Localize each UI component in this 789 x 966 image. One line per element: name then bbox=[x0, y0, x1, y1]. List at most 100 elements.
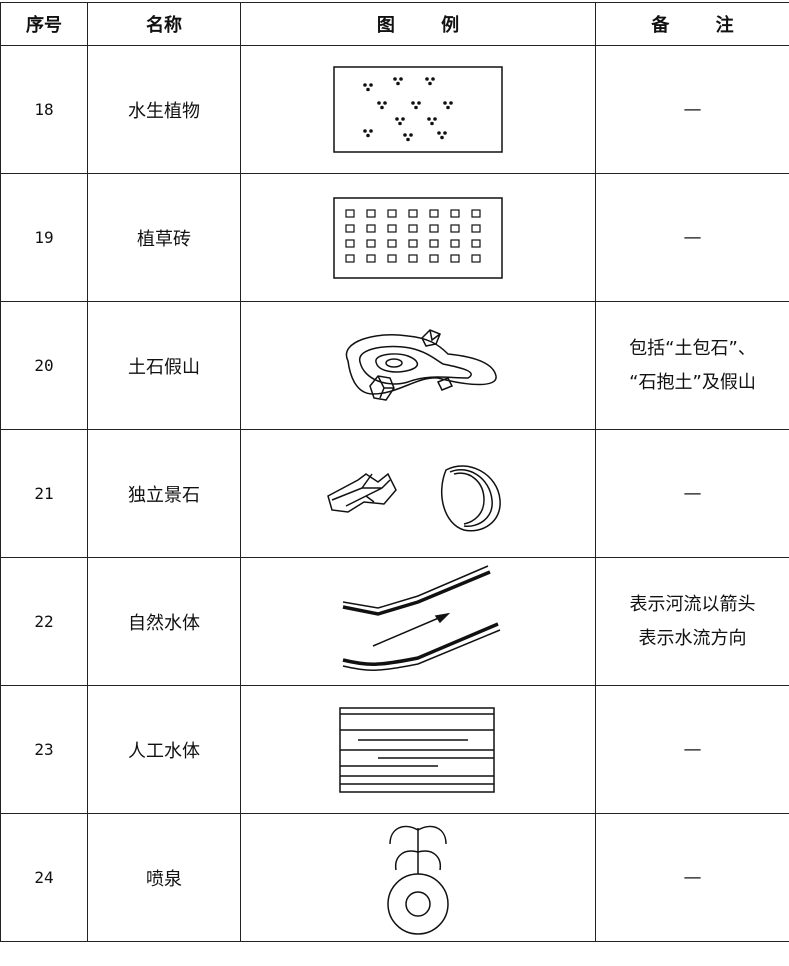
artificial-water-icon bbox=[318, 700, 518, 800]
remark: — bbox=[596, 430, 789, 558]
icon-detail bbox=[380, 105, 384, 109]
icon-detail bbox=[451, 225, 459, 232]
icon-detail bbox=[443, 131, 447, 135]
name: 独立景石 bbox=[88, 430, 241, 558]
icon-detail bbox=[430, 121, 434, 125]
remark-line: 包括“土包石”、 bbox=[596, 332, 789, 366]
icon-detail bbox=[440, 135, 444, 139]
icon-detail bbox=[398, 121, 402, 125]
icon-detail bbox=[409, 133, 413, 137]
icon-detail bbox=[393, 77, 397, 81]
remark: — bbox=[596, 686, 789, 814]
icon-detail bbox=[367, 210, 375, 217]
icon-detail bbox=[431, 77, 435, 81]
natural-water-icon bbox=[318, 562, 518, 682]
row: 23 人工水体 — bbox=[1, 686, 789, 814]
icon-detail bbox=[446, 105, 450, 109]
icon-detail bbox=[367, 255, 375, 262]
icon-detail bbox=[366, 87, 370, 91]
row: 21 独立景石 — bbox=[1, 430, 789, 558]
grass-brick-icon bbox=[318, 188, 518, 288]
header-row: 序号 名称 图 例 备 注 bbox=[1, 3, 789, 46]
icon-detail bbox=[388, 210, 396, 217]
remark: 表示河流以箭头表示水流方向 bbox=[596, 558, 789, 686]
remark-line: — bbox=[596, 93, 789, 127]
icon-detail bbox=[430, 225, 438, 232]
header-cell: 序号 bbox=[1, 3, 88, 46]
icon-detail bbox=[472, 225, 480, 232]
number: 21 bbox=[1, 430, 88, 558]
number: 18 bbox=[1, 46, 88, 174]
remark-line: “石抱土”及假山 bbox=[596, 366, 789, 400]
icon-detail bbox=[369, 129, 373, 133]
icon-cell bbox=[241, 174, 596, 302]
name: 植草砖 bbox=[88, 174, 241, 302]
icon-cell bbox=[241, 46, 596, 174]
remark-line: 表示水流方向 bbox=[596, 622, 789, 656]
aquatic-plant-icon bbox=[318, 55, 518, 165]
icon-detail bbox=[472, 255, 480, 262]
remark-line: — bbox=[596, 221, 789, 255]
icon-detail bbox=[388, 225, 396, 232]
icon-detail bbox=[401, 117, 405, 121]
icon-detail bbox=[409, 225, 417, 232]
number: 23 bbox=[1, 686, 88, 814]
icon-detail bbox=[399, 77, 403, 81]
icon-cell bbox=[241, 686, 596, 814]
icon-detail bbox=[472, 210, 480, 217]
icon-detail bbox=[388, 255, 396, 262]
remark: — bbox=[596, 814, 789, 942]
icon-detail bbox=[346, 240, 354, 247]
remark: 包括“土包石”、“石抱土”及假山 bbox=[596, 302, 789, 430]
remark: — bbox=[596, 46, 789, 174]
icon-detail bbox=[388, 240, 396, 247]
icon-detail bbox=[403, 133, 407, 137]
icon-detail bbox=[366, 133, 370, 137]
icon-detail bbox=[346, 255, 354, 262]
icon-detail bbox=[383, 101, 387, 105]
remark: — bbox=[596, 174, 789, 302]
icon-detail bbox=[449, 101, 453, 105]
icon-detail bbox=[409, 210, 417, 217]
name: 土石假山 bbox=[88, 302, 241, 430]
icon-detail bbox=[451, 240, 459, 247]
icon-cell bbox=[241, 430, 596, 558]
number: 20 bbox=[1, 302, 88, 430]
icon-detail bbox=[377, 101, 381, 105]
legend-table: 序号 名称 图 例 备 注 18 水生植物 — 19 植草砖 — 20 土石假山… bbox=[0, 2, 789, 942]
icon-detail bbox=[406, 137, 410, 141]
icon-detail bbox=[425, 77, 429, 81]
icon-detail bbox=[346, 225, 354, 232]
number: 22 bbox=[1, 558, 88, 686]
remark-line: — bbox=[596, 861, 789, 895]
remark-line: — bbox=[596, 733, 789, 767]
icon-detail bbox=[409, 255, 417, 262]
icon-detail bbox=[428, 81, 432, 85]
icon-cell bbox=[241, 558, 596, 686]
header-cell: 备 注 bbox=[596, 3, 789, 46]
icon-detail bbox=[363, 129, 367, 133]
icon-detail bbox=[430, 210, 438, 217]
icon-detail bbox=[430, 255, 438, 262]
icon-detail bbox=[396, 81, 400, 85]
icon-detail bbox=[369, 83, 373, 87]
icon-detail bbox=[367, 225, 375, 232]
remark-line: 表示河流以箭头 bbox=[596, 588, 789, 622]
number: 24 bbox=[1, 814, 88, 942]
name: 水生植物 bbox=[88, 46, 241, 174]
name: 自然水体 bbox=[88, 558, 241, 686]
icon-detail bbox=[433, 117, 437, 121]
icon-detail bbox=[367, 240, 375, 247]
header-cell: 图 例 bbox=[241, 3, 596, 46]
name: 喷泉 bbox=[88, 814, 241, 942]
icon-detail bbox=[430, 240, 438, 247]
icon-detail bbox=[409, 240, 417, 247]
icon-detail bbox=[451, 210, 459, 217]
icon-detail bbox=[395, 117, 399, 121]
icon-detail bbox=[414, 105, 418, 109]
feature-stone-icon bbox=[318, 444, 518, 544]
row: 22 自然水体 表示河流以箭头表示水流方向 bbox=[1, 558, 789, 686]
icon-detail bbox=[417, 101, 421, 105]
row: 24 喷泉 — bbox=[1, 814, 789, 942]
icon-detail bbox=[437, 131, 441, 135]
